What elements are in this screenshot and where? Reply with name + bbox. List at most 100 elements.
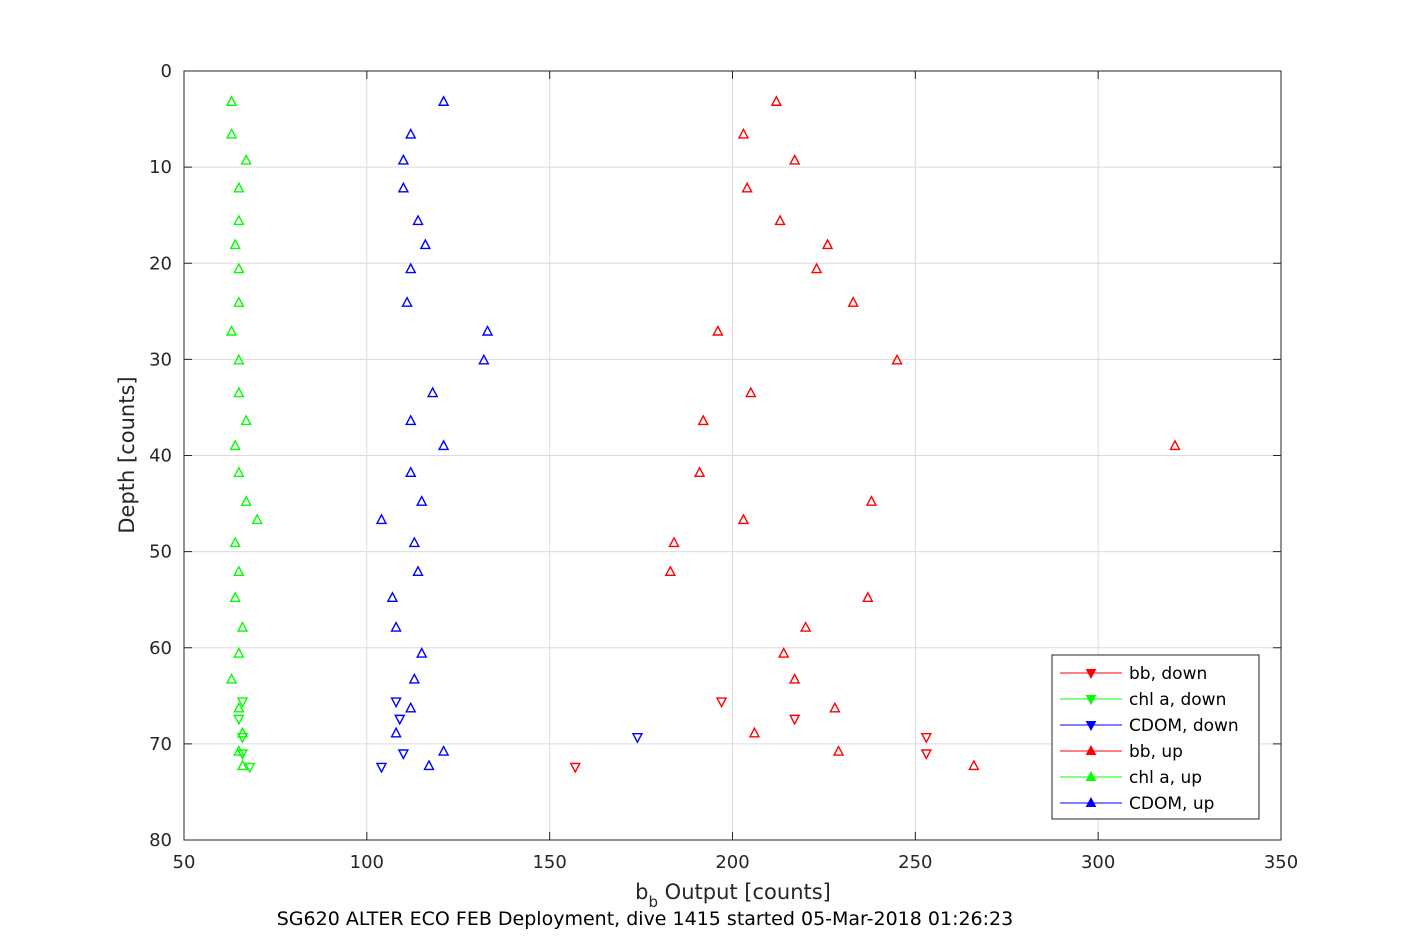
data-point-bb-up — [748, 726, 761, 738]
data-point-chl-a-up — [233, 565, 245, 577]
data-point-bb-down — [569, 762, 581, 774]
legend-marker — [1085, 721, 1097, 732]
data-point-cdom-up — [481, 325, 494, 336]
grid — [184, 71, 1281, 840]
y-tick-label: 80 — [149, 830, 172, 851]
legend-label: bb, down — [1129, 664, 1207, 684]
data-point-cdom-up — [405, 701, 417, 713]
data-point-chl-a-up — [225, 95, 238, 106]
series-chl-a-down — [233, 697, 256, 774]
data-point-cdom-up — [412, 565, 424, 577]
data-point-cdom-up — [405, 466, 417, 478]
data-point-chl-a-up — [251, 513, 263, 525]
data-point-chl-a-up — [233, 386, 245, 398]
data-point-chl-a-down — [233, 714, 245, 726]
data-point-chl-a-up — [233, 466, 245, 478]
legend-entry-cdom-up: CDOM, up — [1060, 794, 1214, 814]
data-point-cdom-down — [394, 714, 406, 726]
data-point-cdom-up — [437, 439, 450, 451]
data-point-bb-up — [862, 591, 874, 602]
data-point-bb-up — [697, 414, 709, 426]
data-point-cdom-up — [419, 238, 432, 250]
x-axis-label-main: b — [635, 880, 648, 904]
data-point-bb-down — [920, 749, 932, 760]
data-point-chl-a-up — [225, 672, 238, 684]
data-point-bb-up — [737, 127, 750, 139]
data-point-cdom-up — [375, 513, 388, 525]
legend-entry-cdom-down: CDOM, down — [1060, 716, 1239, 736]
data-point-chl-a-up — [233, 701, 245, 713]
legend-entry-chl-a-down: chl a, down — [1060, 690, 1226, 710]
x-tick-label: 150 — [532, 852, 566, 873]
data-point-cdom-up — [397, 153, 410, 165]
data-point-bb-up — [712, 325, 724, 336]
data-point-bb-up — [778, 647, 790, 658]
series-cdom-up — [375, 95, 494, 771]
legend-entry-bb-down: bb, down — [1060, 664, 1207, 684]
data-point-bb-up — [968, 759, 980, 771]
data-point-chl-a-up — [240, 495, 252, 506]
data-point-chl-a-up — [229, 238, 241, 250]
legend-label: chl a, down — [1129, 690, 1226, 710]
y-axis-label: Depth [counts] — [115, 376, 139, 533]
series-cdom-down — [375, 697, 644, 774]
data-point-cdom-up — [401, 296, 413, 307]
data-point-bb-up — [693, 466, 706, 478]
data-point-bb-up — [745, 386, 757, 398]
data-point-cdom-up — [405, 127, 417, 139]
data-marks — [225, 95, 1181, 774]
data-point-cdom-up — [386, 591, 399, 602]
y-tick-label: 0 — [161, 61, 172, 82]
data-point-cdom-up — [390, 726, 402, 738]
data-point-bb-down — [920, 732, 932, 744]
data-point-chl-a-up — [233, 262, 245, 274]
data-point-bb-up — [847, 296, 859, 307]
x-tick-label: 350 — [1264, 852, 1298, 873]
y-tick-label: 70 — [149, 734, 172, 755]
y-tick-label: 30 — [149, 349, 172, 370]
legend-box — [1051, 654, 1260, 820]
data-point-chl-a-down — [236, 732, 249, 744]
legend-marker — [1085, 770, 1097, 781]
data-point-chl-a-down — [244, 762, 256, 774]
data-point-chl-a-up — [240, 153, 252, 165]
x-tick-label: 250 — [898, 852, 932, 873]
data-point-bb-up — [1169, 439, 1181, 451]
data-point-bb-up — [741, 181, 753, 193]
x-tick-label: 100 — [350, 852, 384, 873]
legend-entry-chl-a-up: chl a, up — [1060, 768, 1202, 788]
data-point-chl-a-up — [229, 591, 241, 602]
legend-label: chl a, up — [1129, 768, 1202, 788]
data-point-cdom-up — [397, 181, 410, 193]
x-tick-label: 50 — [173, 852, 196, 873]
data-point-bb-up — [664, 565, 676, 577]
data-point-cdom-down — [375, 762, 388, 774]
data-point-bb-up — [770, 95, 783, 106]
data-point-bb-up — [829, 701, 841, 713]
data-point-cdom-up — [390, 621, 402, 632]
x-axis-label-subscript: b — [648, 893, 658, 911]
legend-label: CDOM, down — [1129, 716, 1239, 736]
data-point-cdom-down — [631, 732, 644, 744]
data-point-cdom-up — [416, 495, 428, 506]
axis-ticks: 50 100 150 200 250 300 350 0 10 20 30 40 50 60 70 80 — [149, 61, 1298, 873]
legend-marker — [1085, 744, 1097, 755]
data-point-cdom-up — [408, 536, 421, 548]
data-point-cdom-up — [408, 672, 421, 684]
data-point-chl-a-up — [233, 181, 245, 193]
data-point-bb-down — [789, 714, 801, 726]
data-point-bb-up — [774, 214, 786, 226]
data-point-bb-up — [799, 621, 812, 632]
legend-entry-bb-up: bb, up — [1060, 742, 1183, 762]
data-point-cdom-up — [426, 386, 439, 398]
data-point-bb-up — [737, 513, 750, 525]
data-point-cdom-up — [405, 414, 417, 426]
data-point-chl-a-up — [240, 414, 252, 426]
data-point-chl-a-up — [229, 536, 241, 548]
data-point-bb-up — [810, 262, 823, 274]
legend: bb, down chl a, down CDOM, down bb, up chl a… — [1051, 654, 1260, 820]
legend-marker — [1085, 669, 1097, 680]
data-point-chl-a-up — [225, 127, 238, 139]
series-chl-a-up — [225, 95, 263, 771]
